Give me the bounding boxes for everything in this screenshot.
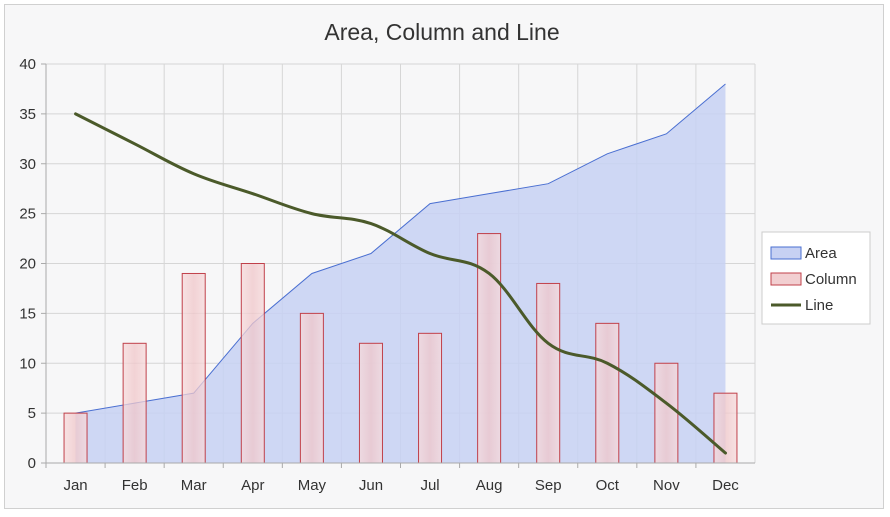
x-tick-label: Jun: [359, 477, 383, 494]
x-tick-label: May: [298, 477, 327, 494]
column-bar: [358, 342, 383, 464]
x-tick-label: Jan: [63, 477, 87, 494]
x-tick-label: Dec: [712, 477, 739, 494]
x-tick-label: Apr: [241, 477, 264, 494]
column-bar: [418, 332, 443, 464]
column-bar: [536, 282, 561, 464]
column-bar: [299, 312, 324, 464]
legend-swatch-area: [770, 246, 802, 260]
y-tick-label: 30: [19, 156, 36, 173]
column-bar: [122, 342, 147, 464]
column-series: [63, 233, 738, 464]
line-path: [74, 112, 727, 455]
x-tick-label: Aug: [476, 477, 503, 494]
legend-swatch-column: [770, 272, 802, 286]
y-tick-label: 35: [19, 106, 36, 123]
legend: Area Column Line: [761, 231, 871, 325]
column-bar: [181, 272, 206, 464]
x-tick-label: Nov: [653, 477, 680, 494]
column-bar: [63, 412, 88, 464]
x-tick-label: Mar: [181, 477, 207, 494]
column-bar: [595, 322, 620, 464]
axes: 0 5 10 15 20 25 30 35 40 Jan Feb Mar Apr May Jun Jul Aug…: [19, 56, 755, 494]
column-bar: [654, 362, 679, 464]
legend-label: Column: [805, 271, 857, 288]
y-tick-label: 10: [19, 355, 36, 372]
y-tick-label: 20: [19, 256, 36, 273]
legend-label: Area: [805, 245, 837, 262]
x-tick-label: Sep: [535, 477, 562, 494]
line-series: [74, 112, 727, 455]
y-tick-label: 15: [19, 305, 36, 322]
x-tick-label: Oct: [596, 477, 620, 494]
column-bar: [240, 263, 265, 464]
legend-label: Line: [805, 297, 833, 314]
x-tick-label: Feb: [122, 477, 148, 494]
area-fill: [75, 83, 726, 463]
y-tick-label: 40: [19, 56, 36, 73]
y-tick-label: 25: [19, 206, 36, 223]
y-tick-label: 5: [28, 405, 36, 422]
chart-title: Area, Column and Line: [324, 19, 559, 45]
x-tick-label: Jul: [420, 477, 439, 494]
y-tick-label: 0: [28, 455, 36, 472]
